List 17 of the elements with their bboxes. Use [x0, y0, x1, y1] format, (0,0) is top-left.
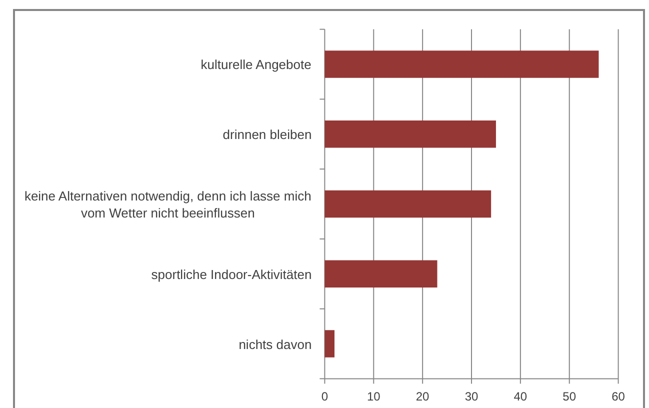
- bar: [324, 190, 492, 218]
- bar: [324, 260, 438, 288]
- bar: [324, 330, 334, 358]
- x-tick-label: 0: [321, 390, 328, 404]
- x-tick-label: 20: [416, 390, 430, 404]
- x-tick-label: 50: [562, 390, 576, 404]
- x-tick-label: 30: [464, 390, 478, 404]
- x-tick-label: 60: [612, 390, 626, 404]
- y-tick-label: sportliche Indoor-Aktivitäten: [151, 266, 312, 282]
- bar: [324, 50, 599, 78]
- y-tick-label: drinnen bleiben: [222, 126, 312, 142]
- y-tick-label: nichts davon: [238, 336, 312, 352]
- y-tick-label: keine Alternativen notwendig, denn ich lasse mich vom Wetter nicht beeinflussen: [24, 188, 312, 220]
- y-tick-label: kulturelle Angebote: [200, 56, 312, 72]
- x-tick-label: 10: [366, 390, 381, 404]
- bar: [324, 120, 496, 148]
- x-tick-label: 40: [514, 390, 528, 404]
